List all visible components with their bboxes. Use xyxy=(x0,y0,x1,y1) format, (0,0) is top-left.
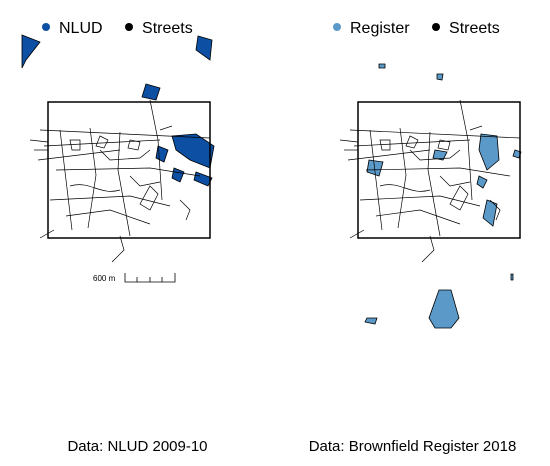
register-site-polygon xyxy=(482,199,498,227)
nlud-map: 600 m xyxy=(21,34,215,283)
legend-label: Streets xyxy=(142,20,193,37)
scale-bar xyxy=(124,273,176,283)
scale-bar-label: 600 m xyxy=(93,274,116,283)
register-map-panel: Register Streets Data: Brownfield Regist… xyxy=(275,0,550,466)
legend-item-register: Register xyxy=(333,20,410,38)
register-legend: Register Streets xyxy=(333,20,518,38)
legend-label: Streets xyxy=(449,20,500,37)
register-site-polygon xyxy=(378,63,386,69)
streets-legend-dot-icon xyxy=(125,23,134,31)
nlud-site-polygon xyxy=(155,145,169,163)
register-site-polygon xyxy=(478,133,500,171)
register-site-polygon xyxy=(512,149,522,159)
register-site-polygon xyxy=(366,159,384,177)
legend-item-streets: Streets xyxy=(125,20,193,38)
study-area-frame xyxy=(357,101,521,239)
nlud-site-polygon xyxy=(171,167,185,183)
nlud-site-polygon xyxy=(141,83,161,101)
streets-legend-dot-icon xyxy=(432,23,441,31)
legend-item-nlud: NLUD xyxy=(42,20,103,38)
register-caption: Data: Brownfield Register 2018 xyxy=(308,438,517,455)
register-site-polygon xyxy=(510,273,514,281)
study-area-frame xyxy=(47,101,211,239)
nlud-legend-dot-icon xyxy=(42,23,50,31)
register-site-polygon xyxy=(428,289,460,329)
legend-item-streets: Streets xyxy=(432,20,500,38)
legend-label: Register xyxy=(350,20,410,37)
nlud-legend: NLUD Streets xyxy=(42,20,211,38)
street-network xyxy=(29,99,211,263)
register-map xyxy=(339,63,522,329)
nlud-map-panel: 600 m NLUD Streets Data: NLUD 2009-10 xyxy=(21,20,215,455)
legend-label: NLUD xyxy=(59,20,103,37)
register-site-polygon xyxy=(476,175,488,189)
register-legend-dot-icon xyxy=(333,23,341,31)
nlud-site-polygon xyxy=(171,133,215,169)
nlud-site-polygon xyxy=(21,34,41,69)
nlud-site-polygon xyxy=(195,35,213,61)
register-site-polygon xyxy=(436,73,444,81)
street-network xyxy=(339,99,521,263)
register-site-polygon xyxy=(364,317,378,325)
nlud-caption: Data: NLUD 2009-10 xyxy=(67,438,208,455)
register-site-polygon xyxy=(432,149,448,161)
